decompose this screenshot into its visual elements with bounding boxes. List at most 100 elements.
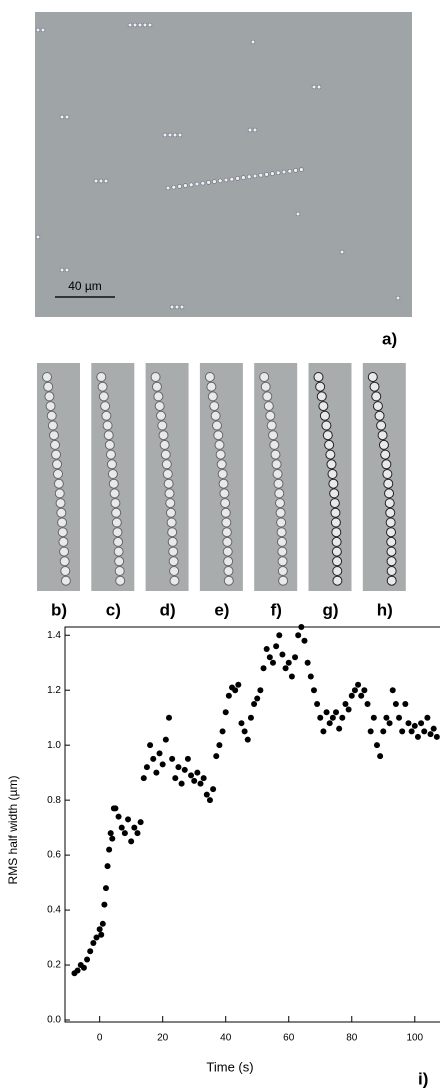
bead (55, 498, 66, 509)
data-point (257, 687, 264, 694)
bead (166, 517, 177, 528)
data-point (222, 709, 229, 716)
bead (332, 575, 343, 586)
bead (270, 171, 275, 176)
bead (247, 127, 253, 133)
data-point (326, 720, 333, 727)
bead (293, 168, 298, 173)
bead (216, 459, 227, 470)
bead (59, 556, 70, 567)
data-point (194, 769, 201, 776)
bead (158, 430, 169, 441)
bead (378, 439, 389, 450)
bead (223, 575, 234, 586)
bead (332, 556, 343, 567)
bead (207, 391, 218, 402)
data-point (320, 728, 327, 735)
data-point (358, 692, 365, 699)
bead (274, 498, 285, 509)
data-point (405, 720, 412, 727)
bead (169, 575, 180, 586)
bead (113, 536, 124, 547)
bead (331, 546, 342, 557)
data-point (263, 645, 270, 652)
data-point (244, 736, 251, 743)
bead (43, 381, 54, 392)
bead (325, 449, 336, 460)
bead (168, 556, 179, 567)
bead (111, 507, 122, 518)
bead (168, 546, 179, 557)
data-point (279, 651, 286, 658)
bead (174, 304, 180, 310)
bead (114, 556, 125, 567)
bead (206, 381, 217, 392)
data-point (389, 687, 396, 694)
bead (177, 184, 182, 189)
data-point (399, 728, 406, 735)
data-point (210, 786, 217, 793)
panel-label: a) (382, 329, 397, 348)
data-point (216, 742, 223, 749)
bead (45, 401, 56, 412)
plot-frame (64, 626, 440, 1023)
bead (162, 469, 173, 479)
bead (295, 211, 301, 217)
data-point (238, 720, 245, 727)
bead (371, 391, 382, 402)
bead (246, 174, 252, 180)
bead (107, 469, 118, 479)
bead (60, 566, 71, 576)
data-point (430, 725, 437, 732)
data-point (206, 797, 213, 804)
bead (328, 478, 339, 489)
bead (272, 469, 283, 479)
bead (105, 449, 116, 460)
bead (220, 498, 231, 509)
y-tick-label: 0.4 (47, 905, 61, 916)
panel-label: d) (160, 600, 176, 619)
data-point (342, 700, 349, 707)
bead (385, 507, 396, 518)
data-point (188, 772, 195, 779)
bead (103, 430, 114, 441)
data-point (351, 687, 358, 694)
bead (217, 178, 223, 184)
bead (151, 381, 162, 392)
data-point (172, 775, 179, 782)
bead (235, 176, 240, 181)
data-point (102, 885, 109, 892)
bead (332, 566, 343, 576)
bead (217, 469, 228, 479)
data-point (288, 673, 295, 680)
data-point (153, 769, 160, 776)
bead (262, 391, 273, 402)
bead (266, 420, 277, 431)
data-point (307, 673, 314, 680)
data-point (339, 714, 346, 721)
bead (276, 517, 287, 528)
data-point (143, 764, 150, 771)
data-point (107, 830, 114, 837)
bead (367, 372, 378, 382)
strips: b) c) d) e) f) g) h) (37, 363, 406, 619)
bead (223, 177, 229, 183)
y-tick-label: 0.6 (47, 850, 61, 861)
bead (221, 527, 232, 538)
data-point (104, 863, 111, 870)
data-point (364, 700, 371, 707)
data-point (314, 700, 321, 707)
data-point (402, 700, 409, 707)
bead (162, 132, 168, 138)
bead (58, 536, 69, 547)
bead (172, 132, 178, 138)
data-point (383, 714, 390, 721)
bead (382, 469, 393, 479)
bead (142, 22, 148, 28)
data-point (433, 733, 440, 740)
x-tick-label: 40 (220, 1033, 232, 1044)
data-point (84, 956, 91, 963)
bead (386, 556, 397, 567)
bead (97, 381, 108, 392)
bead (223, 556, 234, 567)
